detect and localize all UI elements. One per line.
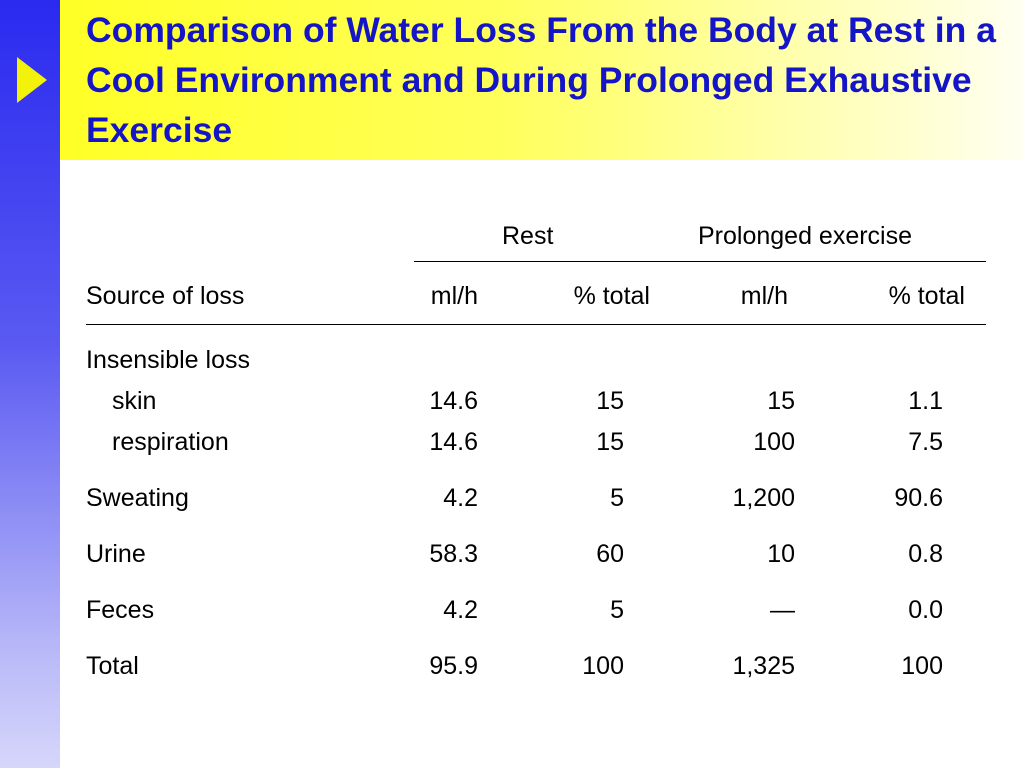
row-label: Total <box>86 652 139 680</box>
cell-rest-pct: 5 <box>610 484 624 512</box>
row-label: respiration <box>112 428 229 456</box>
cell-exercise-pct: 0.0 <box>908 596 943 624</box>
triangle-arrow-icon <box>17 57 47 103</box>
group-header-exercise: Prolonged exercise <box>698 222 913 250</box>
cell-exercise-mlh: 1,325 <box>732 652 795 680</box>
cell-exercise-pct: 7.5 <box>908 428 943 456</box>
cell-rest-mlh: 4.2 <box>443 484 478 512</box>
cell-rest-mlh: 14.6 <box>429 428 478 456</box>
cell-rest-mlh: 14.6 <box>429 387 478 415</box>
col-header-exercise-pct: % total <box>888 282 965 310</box>
row-label: Feces <box>86 596 155 624</box>
cell-rest-pct: 60 <box>596 540 624 568</box>
cell-rest-pct: 5 <box>610 596 624 624</box>
cell-rest-pct: 15 <box>596 428 624 456</box>
cell-rest-mlh: 58.3 <box>429 540 478 568</box>
row-label: Insensible loss <box>86 346 250 374</box>
row-label: Sweating <box>86 484 189 512</box>
col-header-rest-pct: % total <box>573 282 650 310</box>
col-header-rest-mlh: ml/h <box>430 282 478 310</box>
row-label: skin <box>112 387 157 415</box>
cell-rest-mlh: 4.2 <box>443 596 478 624</box>
title-band <box>60 0 1024 160</box>
group-header-rest: Rest <box>502 222 554 250</box>
cell-exercise-pct: 90.6 <box>894 484 943 512</box>
left-gradient-bar <box>0 0 60 768</box>
cell-rest-pct: 15 <box>596 387 624 415</box>
cell-exercise-mlh: — <box>770 596 795 624</box>
col-header-exercise-mlh: ml/h <box>740 282 788 310</box>
cell-exercise-pct: 1.1 <box>908 387 943 415</box>
cell-exercise-pct: 100 <box>901 652 943 680</box>
cell-rest-mlh: 95.9 <box>429 652 478 680</box>
cell-exercise-mlh: 15 <box>767 387 795 415</box>
cell-exercise-pct: 0.8 <box>908 540 943 568</box>
group-header-rule <box>414 261 986 262</box>
cell-rest-pct: 100 <box>582 652 624 680</box>
row-label: Urine <box>86 540 146 568</box>
cell-exercise-mlh: 100 <box>753 428 795 456</box>
cell-exercise-mlh: 1,200 <box>732 484 795 512</box>
column-header-rule <box>86 324 986 325</box>
col-header-source: Source of loss <box>86 282 245 310</box>
slide-title: Comparison of Water Loss From the Body a… <box>86 10 996 150</box>
cell-exercise-mlh: 10 <box>767 540 795 568</box>
